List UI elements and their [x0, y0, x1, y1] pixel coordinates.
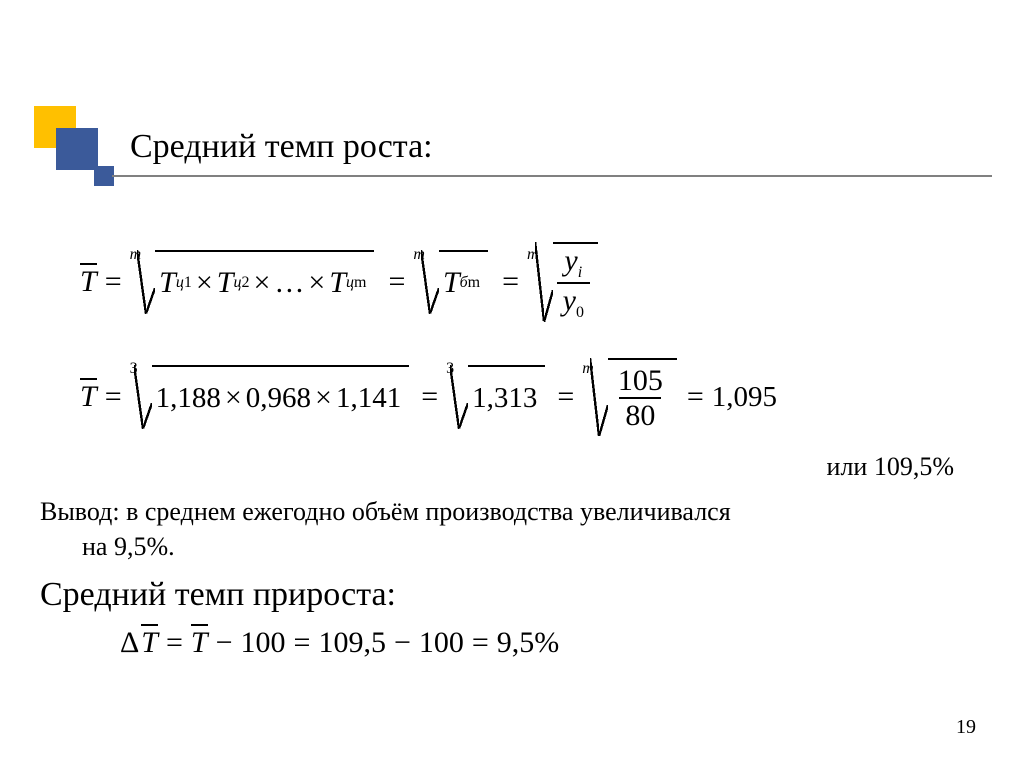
symbol-T-bar-3: T	[141, 626, 158, 660]
page-number: 19	[956, 716, 976, 739]
radical-Tm: Tбm	[439, 250, 488, 314]
formula-mean-growth-numeric: T = 3 1,188 × 0,968 × 1,141 = 3 1,313 = …	[80, 354, 777, 440]
title-underline	[112, 175, 992, 177]
radical-fraction-yi-y0: yi y0	[553, 242, 598, 321]
result-value: 1,095	[712, 381, 777, 414]
slide-title: Средний темп роста:	[130, 128, 433, 166]
logo-square-blue-small	[94, 166, 114, 186]
radical-mid-value: 1,313	[468, 365, 545, 429]
radical-fraction-105-80: 105 80	[608, 358, 677, 436]
symbol-T-bar: T	[80, 265, 97, 299]
symbol-T-bar-2: T	[80, 380, 97, 414]
logo-square-blue-large	[56, 128, 98, 170]
formula-mean-growth-general: T = m Tц1 × Tц2 × … × Tцm = m Tбm = m	[80, 240, 598, 324]
radical-product: Tц1 × Tц2 × … × Tцm	[155, 250, 374, 314]
slide: Средний темп роста: T = m Tц1 × Tц2 × … …	[0, 0, 1024, 767]
or-percent-line: или 109,5%	[827, 452, 954, 482]
slide-logo	[34, 106, 112, 184]
formula-mean-increment: Δ T = T − 100 = 109,5 − 100 = 9,5%	[120, 626, 559, 660]
symbol-T-bar-4: T	[191, 626, 208, 660]
symbol-delta: Δ	[120, 626, 139, 660]
radical-numeric-product: 1,188 × 0,968 × 1,141	[152, 365, 410, 429]
increment-result: 9,5%	[497, 626, 560, 660]
heading-mean-increment: Средний темп прироста:	[40, 576, 396, 614]
conclusion-text: Вывод: в среднем ежегодно объём производ…	[40, 494, 960, 564]
